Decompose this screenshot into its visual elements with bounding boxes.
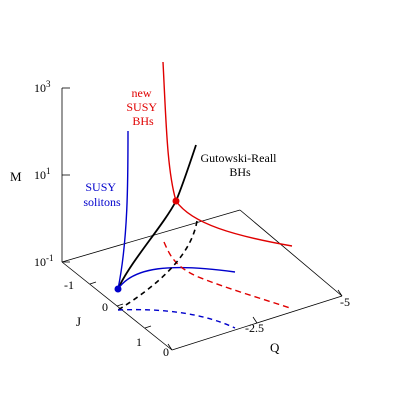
floor-plane	[61, 209, 343, 351]
j-axis-label: J	[76, 314, 81, 329]
q-tick-2	[252, 316, 258, 324]
marker-blue-start	[114, 285, 122, 293]
m-axis-label: M	[10, 169, 22, 184]
j-tick-1	[89, 281, 97, 285]
curves	[117, 61, 293, 329]
j-tick-label-1: -1	[64, 278, 74, 292]
marker-red-junction	[172, 197, 180, 205]
markers	[114, 197, 180, 293]
q-tick-label-1: 0	[163, 345, 169, 359]
label-gutowski-reall-bhs: Gutowski-Reall BHs	[201, 151, 280, 179]
m-tick-label-1: 10-1	[34, 253, 54, 269]
q-tick-1	[167, 343, 173, 351]
q-axis-ticks	[167, 289, 343, 351]
projection-susy-solitons	[117, 308, 236, 329]
q-tick-3	[337, 289, 343, 297]
m-tick-labels: 10-1 101 103	[34, 79, 54, 269]
label-new-susy-bhs: new SUSY BHs	[126, 86, 159, 128]
j-tick-2	[116, 303, 124, 307]
j-tick-label-3: 1	[136, 335, 142, 349]
series-line-susy-solitons-floor	[117, 266, 236, 290]
q-tick-label-3: -5	[340, 295, 350, 309]
floor-edge-back-left	[61, 209, 241, 263]
series-labels: new SUSY BHs Gutowski-Reall BHs SUSY sol…	[83, 86, 280, 209]
axis-labels: M J Q	[10, 169, 280, 355]
m-tick-label-3: 103	[34, 79, 51, 95]
q-tick-label-2: -2.5	[245, 321, 264, 335]
j-tick-labels: -1 0 1	[64, 278, 142, 349]
j-tick-3	[144, 325, 152, 329]
label-susy-solitons: SUSY solitons	[83, 180, 121, 209]
series-line-gutowski-reall-bhs	[117, 144, 197, 290]
j-tick-label-2: 0	[102, 300, 108, 314]
projection-new-susy-bhs	[163, 241, 291, 309]
projection-gutowski-reall-bhs	[117, 220, 198, 311]
floor-edge-back-right	[239, 209, 343, 297]
j-axis-ticks	[89, 281, 152, 329]
series-line-susy-solitons	[117, 130, 129, 290]
m-tick-label-2: 101	[34, 166, 51, 182]
q-axis-label: Q	[270, 340, 280, 355]
q-tick-labels: 0 -2.5 -5	[163, 295, 350, 359]
m-axis	[61, 87, 70, 263]
